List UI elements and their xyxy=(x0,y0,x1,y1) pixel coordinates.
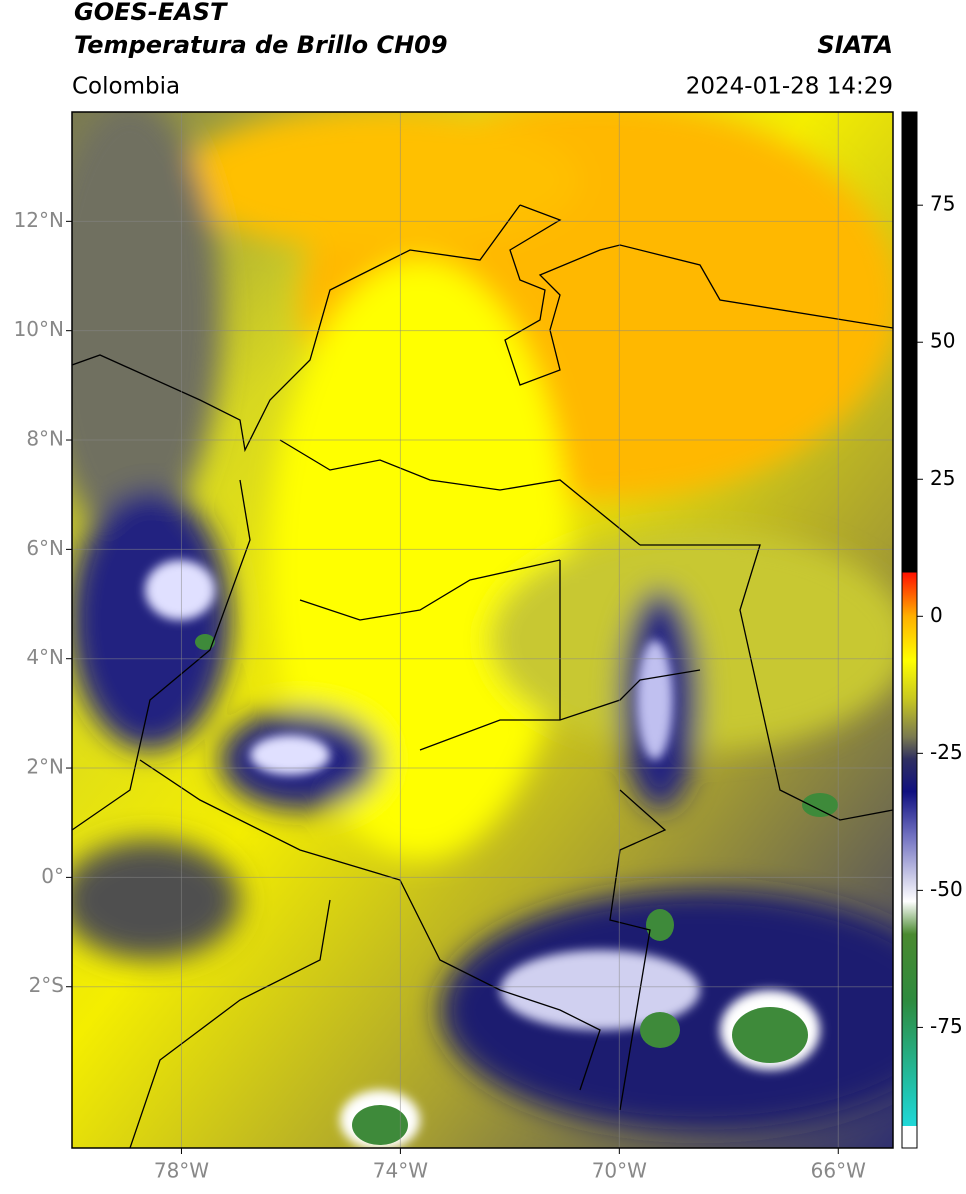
satellite-image xyxy=(72,112,893,1148)
lat-label: 4°N xyxy=(26,645,64,669)
lon-label: 78°W xyxy=(154,1159,209,1183)
lon-label: 74°W xyxy=(373,1159,428,1183)
lat-label: 0° xyxy=(41,864,64,888)
lon-label: 66°W xyxy=(811,1159,866,1183)
subtitle: Temperatura de Brillo CH09 xyxy=(74,31,448,59)
colorbar-label: -75 xyxy=(930,1014,963,1038)
map-frame xyxy=(71,111,894,1149)
colorbar-label: 75 xyxy=(930,192,955,216)
lat-label: 10°N xyxy=(14,317,64,341)
title: GOES-EAST xyxy=(74,0,228,26)
lat-label: 8°N xyxy=(26,427,64,451)
region: Colombia xyxy=(72,74,180,100)
colorbar-label: -50 xyxy=(930,877,963,901)
lat-label: 2°N xyxy=(26,755,64,779)
lat-label: 6°N xyxy=(26,536,64,560)
colorbar-label: 25 xyxy=(930,466,955,490)
datetime: 2024-01-28 14:29 xyxy=(686,74,893,100)
lon-label: 70°W xyxy=(592,1159,647,1183)
colorbar-label: 0 xyxy=(930,603,943,627)
lat-label: 12°N xyxy=(14,208,64,232)
lat-label: 2°S xyxy=(29,973,64,997)
colorbar xyxy=(901,111,918,1149)
org: SIATA xyxy=(817,31,893,59)
colorbar-label: 50 xyxy=(930,329,955,353)
colorbar-label: -25 xyxy=(930,740,963,764)
